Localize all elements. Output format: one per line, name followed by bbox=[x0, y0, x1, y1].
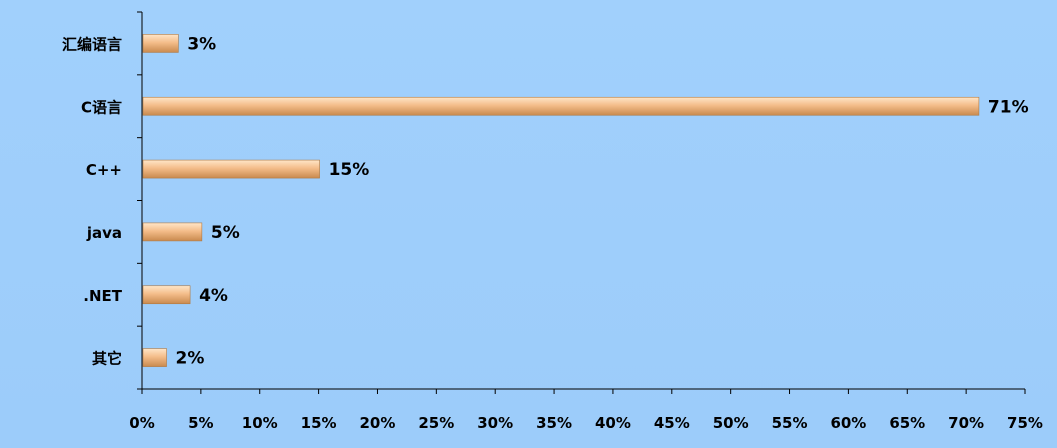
x-tick-label: 0% bbox=[129, 414, 154, 432]
data-label: 4% bbox=[199, 286, 228, 306]
data-label: 2% bbox=[176, 349, 205, 369]
bar bbox=[142, 222, 203, 242]
data-label: 5% bbox=[211, 223, 240, 243]
data-label: 15% bbox=[329, 160, 370, 180]
bar bbox=[142, 96, 980, 116]
x-tick-label: 45% bbox=[654, 414, 690, 432]
x-tick-label: 30% bbox=[477, 414, 513, 432]
x-tick-label: 40% bbox=[595, 414, 631, 432]
bar bbox=[142, 285, 191, 305]
x-tick-label: 55% bbox=[772, 414, 808, 432]
category-label: 汇编语言 bbox=[62, 35, 122, 53]
category-label: C语言 bbox=[81, 98, 122, 116]
category-label: .NET bbox=[83, 287, 122, 305]
category-label: java bbox=[86, 224, 122, 242]
x-tick-label: 35% bbox=[536, 414, 572, 432]
data-label: 71% bbox=[988, 97, 1029, 117]
axes bbox=[137, 11, 1026, 394]
x-tick-label: 65% bbox=[889, 414, 925, 432]
bar bbox=[142, 34, 179, 53]
bars bbox=[142, 34, 980, 367]
category-label: C++ bbox=[86, 161, 122, 179]
x-tick-label: 15% bbox=[301, 414, 337, 432]
x-tick-label: 25% bbox=[418, 414, 454, 432]
x-tick-label: 50% bbox=[713, 414, 749, 432]
x-tick-label: 75% bbox=[1007, 414, 1043, 432]
bar bbox=[142, 348, 167, 367]
x-tick-label: 20% bbox=[360, 414, 396, 432]
data-label: 3% bbox=[187, 34, 216, 54]
labels: 0% 5% 10% 15% 20% 25% 30% 35% 40% 45% 50% 55% 60% 65%… bbox=[62, 34, 1043, 432]
x-tick-label: 5% bbox=[188, 414, 213, 432]
x-tick-label: 60% bbox=[830, 414, 866, 432]
bar bbox=[142, 159, 320, 179]
category-label: 其它 bbox=[92, 350, 122, 368]
x-tick-label: 10% bbox=[242, 414, 278, 432]
x-tick-label: 70% bbox=[948, 414, 984, 432]
